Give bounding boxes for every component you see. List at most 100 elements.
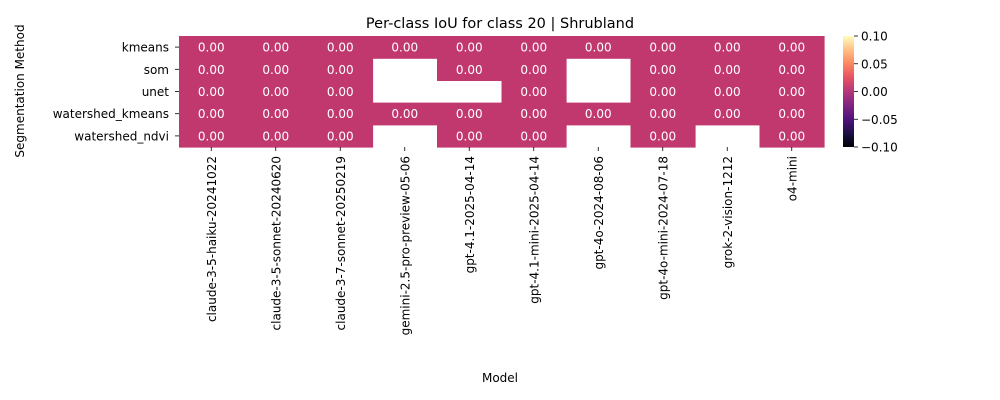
cell-value-label: 0.00 <box>262 85 289 99</box>
colorbar: 0.10 0.05 0.00 −0.05 −0.10 <box>843 30 898 155</box>
cell-value-label: 0.00 <box>778 63 805 77</box>
colorbar-tick-label: 0.00 <box>861 85 888 99</box>
cell-value-label: 0.00 <box>649 85 676 99</box>
cell-value-label: 0.00 <box>778 41 805 55</box>
x-tick-label: claude-3-5-sonnet-20240620 <box>269 156 283 330</box>
y-tick-label: kmeans <box>122 41 169 55</box>
x-axis-label: Model <box>482 371 518 385</box>
cell-value-label: 0.00 <box>198 107 225 121</box>
x-tick-label: gpt-4o-mini-2024-07-18 <box>656 156 670 300</box>
y-tick-label: watershed_ndvi <box>74 129 169 143</box>
heatmap-cell <box>243 124 309 148</box>
cell-value-label: 0.00 <box>520 41 547 55</box>
cell-value-label: 0.00 <box>649 129 676 143</box>
heatmap-cell <box>695 58 761 81</box>
heatmap-cell <box>179 80 245 104</box>
colorbar-tick-label: −0.10 <box>861 141 898 155</box>
heatmap-cell <box>501 124 567 148</box>
heatmap-cell <box>179 36 245 59</box>
heatmap-cell <box>437 102 503 126</box>
heatmap-cell <box>243 80 309 104</box>
cell-value-label: 0.00 <box>198 41 225 55</box>
heatmap-cell <box>179 58 245 81</box>
heatmap-cell <box>179 124 245 148</box>
heatmap-cell <box>630 80 696 104</box>
cell-value-label: 0.00 <box>262 63 289 77</box>
cell-value-label: 0.00 <box>778 129 805 143</box>
heatmap-cell <box>630 102 696 126</box>
cell-value-label: 0.00 <box>391 41 418 55</box>
cell-value-label: 0.00 <box>327 41 354 55</box>
colorbar-tick-label: 0.10 <box>861 30 888 44</box>
x-tick-label: gemini-2.5-pro-preview-05-06 <box>398 156 412 335</box>
heatmap-cell <box>308 124 374 148</box>
x-tick-label: claude-3-5-haiku-20241022 <box>205 156 219 322</box>
y-tick-label: watershed_kmeans <box>53 107 169 121</box>
y-tick-label: unet <box>142 85 170 99</box>
cell-value-label: 0.00 <box>520 63 547 77</box>
cell-value-label: 0.00 <box>456 107 483 121</box>
heatmap-cell <box>437 36 503 59</box>
cell-value-label: 0.00 <box>262 129 289 143</box>
x-tick-label: gpt-4.1-2025-04-14 <box>463 156 477 273</box>
cell-value-label: 0.00 <box>520 85 547 99</box>
colorbar-gradient <box>843 36 854 147</box>
heatmap-cell <box>759 102 825 126</box>
heatmap-cell <box>630 124 696 148</box>
cell-value-label: 0.00 <box>198 129 225 143</box>
cell-value-label: 0.00 <box>327 85 354 99</box>
heatmap-cells <box>179 36 825 148</box>
cell-value-label: 0.00 <box>327 107 354 121</box>
heatmap-cell <box>501 102 567 126</box>
heatmap-cell <box>308 58 374 81</box>
x-tick-label: gpt-4o-2024-08-06 <box>592 156 606 270</box>
x-tick-label: grok-2-vision-1212 <box>721 156 735 268</box>
cell-value-label: 0.00 <box>456 63 483 77</box>
y-tick-label: som <box>144 63 169 77</box>
y-axis-label: Segmentation Method <box>13 24 27 157</box>
cell-value-label: 0.00 <box>198 63 225 77</box>
cell-value-label: 0.00 <box>262 107 289 121</box>
cell-value-label: 0.00 <box>649 107 676 121</box>
x-axis-ticks: claude-3-5-haiku-20241022 claude-3-5-sonn… <box>205 147 799 335</box>
cell-value-label: 0.00 <box>714 107 741 121</box>
colorbar-tick-label: 0.05 <box>861 57 888 71</box>
cell-value-label: 0.00 <box>714 41 741 55</box>
heatmap-cell <box>695 102 761 126</box>
heatmap-cell <box>437 124 503 148</box>
heatmap-cell <box>372 36 438 59</box>
heatmap-cell <box>759 58 825 81</box>
heatmap-cell-labels: 0.00 0.00 0.00 0.00 0.00 0.00 0.00 0.00 0.00 0.00… <box>198 41 805 144</box>
heatmap-cell <box>308 102 374 126</box>
heatmap-cell <box>179 102 245 126</box>
heatmap-cell <box>308 80 374 104</box>
heatmap-cell <box>759 124 825 148</box>
cell-value-label: 0.00 <box>327 63 354 77</box>
cell-value-label: 0.00 <box>778 85 805 99</box>
cell-value-label: 0.00 <box>456 41 483 55</box>
heatmap-cell <box>308 36 374 59</box>
heatmap-cell <box>630 36 696 59</box>
x-tick-label: gpt-4.1-mini-2025-04-14 <box>527 156 541 304</box>
heatmap-cell <box>695 36 761 59</box>
heatmap-cell <box>501 58 567 81</box>
cell-value-label: 0.00 <box>327 129 354 143</box>
heatmap-cell <box>243 36 309 59</box>
heatmap-cell <box>437 58 503 81</box>
heatmap-cell <box>630 58 696 81</box>
cell-value-label: 0.00 <box>585 107 612 121</box>
heatmap-cell <box>566 36 632 59</box>
cell-value-label: 0.00 <box>456 129 483 143</box>
heatmap-cell <box>695 80 761 104</box>
cell-value-label: 0.00 <box>262 41 289 55</box>
cell-value-label: 0.00 <box>391 107 418 121</box>
heatmap-cell <box>243 102 309 126</box>
chart-title: Per-class IoU for class 20 | Shrubland <box>366 16 634 32</box>
heatmap-cell <box>243 58 309 81</box>
x-tick-label: o4-mini <box>785 156 799 201</box>
cell-value-label: 0.00 <box>778 107 805 121</box>
cell-value-label: 0.00 <box>714 85 741 99</box>
heatmap-cell <box>501 36 567 59</box>
x-tick-label: claude-3-7-sonnet-20250219 <box>334 156 348 330</box>
colorbar-tick-label: −0.05 <box>861 113 898 127</box>
